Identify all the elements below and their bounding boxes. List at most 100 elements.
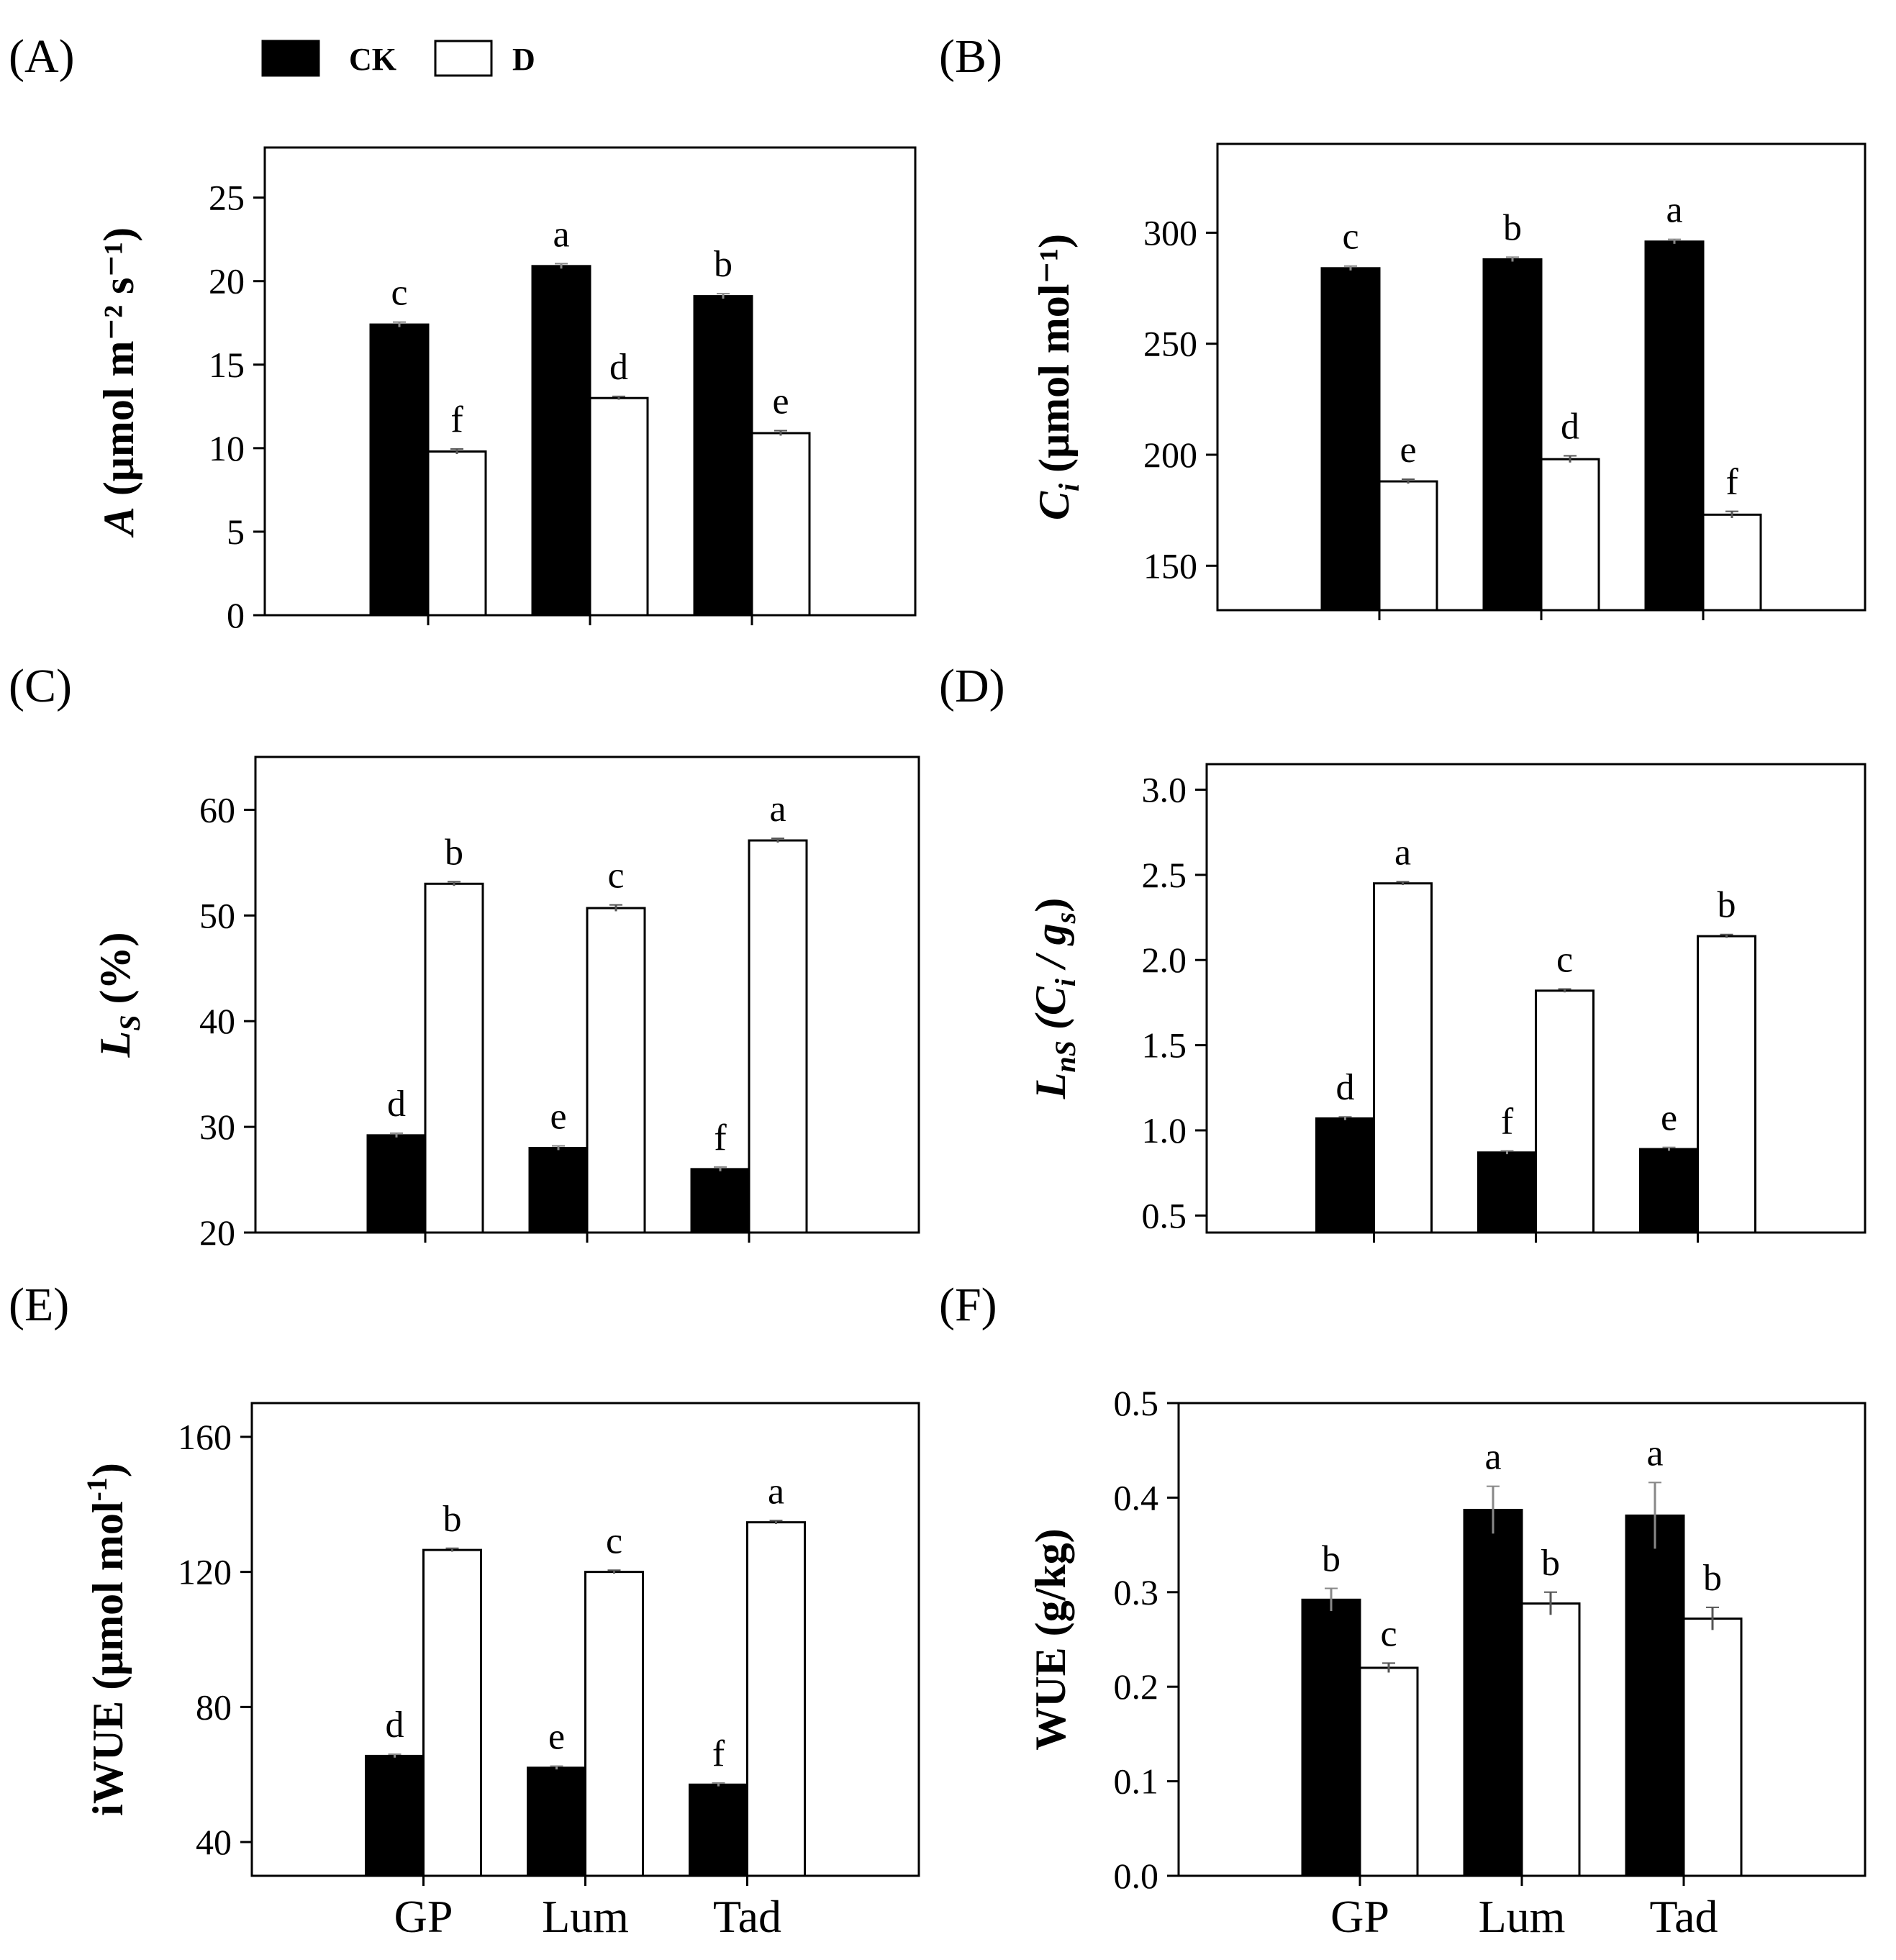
x-tick-label-tad: Tad [1649, 1891, 1718, 1942]
y-tick-label: 0.5 [1114, 1383, 1159, 1423]
significance-letter: a [1394, 832, 1411, 873]
bar-d-lum [1535, 989, 1595, 1234]
bar-ck-gp [366, 1134, 427, 1234]
legend-label-d: D [512, 42, 535, 77]
y-tick-label: 0.5 [1142, 1195, 1187, 1235]
y-axis-label-main: L [91, 1031, 139, 1058]
y-axis-label-sub3: s [1049, 912, 1081, 925]
significance-letter: a [1666, 190, 1682, 231]
y-axis-label-rest: ) [84, 1463, 132, 1477]
y-axis-label-rest: (%) [91, 933, 139, 1015]
y-tick-label: 60 [199, 789, 235, 830]
y-axis-label-main: WUE (g/kg) [1027, 1528, 1074, 1750]
significance-letter: e [550, 1097, 566, 1138]
y-tick-label: 40 [196, 1822, 232, 1862]
bar-ck-lum [1482, 258, 1543, 612]
y-tick-label: 0.1 [1114, 1761, 1159, 1802]
bar-d-tad [748, 839, 808, 1234]
bar-ck-tad [1644, 240, 1705, 612]
y-tick-label: 0.3 [1114, 1572, 1159, 1612]
y-axis-label-sub: S [114, 1015, 146, 1031]
bar-ck-tad [693, 295, 753, 617]
bar-ck-gp [369, 323, 430, 617]
y-tick-label: 25 [209, 178, 245, 218]
y-axis-label-rest2: / g [1027, 923, 1074, 979]
y-axis-label-main: A [95, 507, 142, 538]
y-axis-label: WUE (g/kg) [1027, 1528, 1074, 1750]
significance-letter: e [1661, 1098, 1677, 1139]
panel-e: (E) 40 80 120 160 iWUE (μmol mol-1) GP d b Lum e c T… [9, 1279, 920, 1942]
y-tick-label: 2.5 [1142, 855, 1187, 895]
bar-ck-lum [1463, 1508, 1523, 1877]
bar-d-tad [746, 1521, 806, 1877]
significance-letter: f [450, 399, 463, 440]
y-tick-label: 300 [1143, 212, 1197, 253]
panel-c: (C) 20 30 40 50 60 LS (%) d b e c f a [9, 660, 920, 1253]
legend-swatch-d [434, 40, 493, 77]
significance-letter: d [1561, 407, 1579, 448]
significance-letter: b [1322, 1539, 1341, 1580]
significance-letter: c [1342, 217, 1359, 258]
significance-letter: e [1400, 430, 1416, 471]
significance-letter: f [714, 1117, 727, 1158]
x-tick-label-lum: Lum [542, 1891, 629, 1942]
y-tick-label: 0 [227, 595, 245, 635]
bar-d-gp [1373, 882, 1433, 1234]
legend-swatch-ck [261, 40, 320, 77]
panel-d: (D) 0.5 1.0 1.5 2.0 2.5 3.0 LnS (Ci / gs) d a f c e b [939, 660, 1866, 1243]
y-axis-label: A (μmol m⁻² s⁻¹) [95, 227, 142, 538]
y-tick-label: 150 [1143, 545, 1197, 586]
significance-letter: b [443, 1499, 462, 1540]
bar-d-tad [750, 432, 811, 617]
y-axis-label: LS (%) [91, 933, 146, 1058]
panel-a: (A) 0 5 10 15 20 25 A (μmol m⁻² s⁻¹) c f a d b e [9, 30, 917, 635]
y-axis-label-rest: (C [1027, 986, 1074, 1040]
bar-ck-tad [1639, 1148, 1699, 1234]
bar-ck-tad [1625, 1514, 1685, 1877]
significance-letter: c [391, 273, 407, 314]
bar-d-gp [427, 450, 487, 617]
significance-letter: b [1718, 885, 1736, 926]
bar-ck-gp [1320, 267, 1381, 612]
y-tick-label: 20 [209, 261, 245, 301]
significance-letter: b [1703, 1558, 1722, 1599]
bar-ck-lum [527, 1766, 586, 1877]
y-tick-label: 5 [227, 512, 245, 552]
y-axis-label-rest3: ) [1027, 898, 1074, 912]
bar-d-lum [1540, 458, 1600, 612]
significance-letter: a [553, 214, 569, 255]
y-axis-label-sub2: i [1049, 979, 1081, 986]
bar-ck-tad [690, 1168, 750, 1234]
significance-letter: a [1646, 1433, 1663, 1474]
significance-letter: f [1501, 1101, 1514, 1142]
significance-letter: b [714, 244, 732, 285]
y-axis-label: Ci (μmol mol⁻¹) [1030, 234, 1085, 520]
bar-d-gp [1359, 1666, 1419, 1877]
y-tick-label: 0.0 [1114, 1856, 1159, 1896]
y-tick-label: 120 [178, 1552, 232, 1592]
bar-d-gp [1378, 480, 1438, 612]
panel-label: (B) [939, 30, 1002, 83]
significance-letter: d [609, 347, 628, 388]
y-tick-label: 1.5 [1142, 1025, 1187, 1066]
y-tick-label: 0.4 [1114, 1477, 1159, 1517]
y-tick-label: 250 [1143, 324, 1197, 364]
y-axis-label-main: iWUE (μmol mol [84, 1501, 132, 1815]
bar-d-lum [584, 1571, 644, 1877]
significance-letter: e [548, 1716, 565, 1757]
y-axis-label-sub: i [1053, 484, 1085, 491]
panel-label: (E) [9, 1279, 69, 1331]
bar-ck-gp [1301, 1598, 1361, 1877]
significance-letter: f [712, 1733, 725, 1774]
y-tick-label: 200 [1143, 435, 1197, 475]
panels: (A) 0 5 10 15 20 25 A (μmol m⁻² s⁻¹) c f a d b e (B) 15… [9, 30, 1866, 1942]
y-axis-label-sub: nS [1049, 1040, 1081, 1073]
bar-ck-gp [365, 1754, 425, 1877]
y-tick-label: 40 [199, 1001, 235, 1041]
bar-d-tad [1702, 513, 1762, 612]
bar-ck-lum [531, 265, 591, 617]
significance-letter: c [1380, 1613, 1397, 1654]
bar-ck-tad [689, 1783, 748, 1877]
y-axis-label-sup: -1 [81, 1477, 113, 1501]
